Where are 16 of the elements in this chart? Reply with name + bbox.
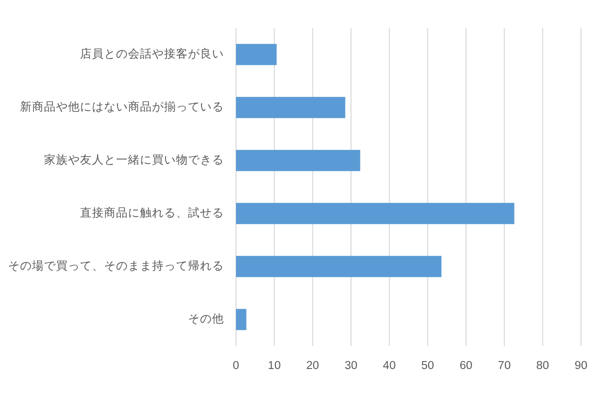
y-tick-label: 家族や友人と一緒に買い物できる: [44, 152, 224, 166]
x-tick-label: 10: [268, 360, 281, 372]
x-tick-label: 90: [574, 360, 588, 372]
y-tick-label: 直接商品に触れる、試せる: [80, 206, 224, 220]
y-tick-label: 店員との会話や接客が良い: [80, 46, 224, 60]
y-tick-label: その他: [188, 312, 224, 326]
x-tick-label: 30: [344, 360, 358, 372]
x-tick-label: 60: [460, 360, 472, 372]
x-tick-label: 80: [536, 360, 550, 372]
y-tick-label: その場で買って、そのまま持って帰れる: [8, 260, 224, 272]
x-tick-label: 20: [306, 360, 320, 372]
x-tick-label: 50: [421, 360, 434, 372]
x-tick-label: 70: [498, 360, 511, 372]
y-tick-label: 新商品や他にはない商品が揃っている: [20, 100, 224, 114]
x-tick-label: 0: [232, 360, 240, 372]
x-tick-label: 40: [382, 360, 396, 372]
